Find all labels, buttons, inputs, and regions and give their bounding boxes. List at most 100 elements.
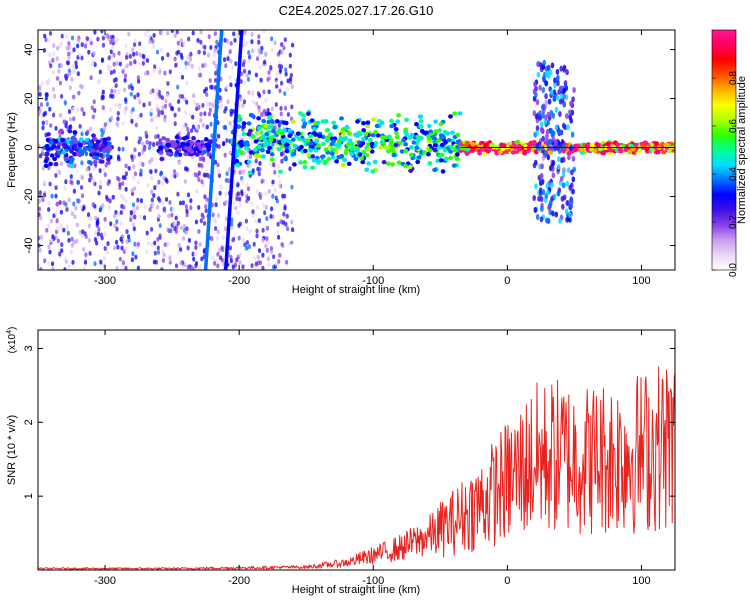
heat-cell [119,236,123,242]
heat-cell [215,235,219,241]
heat-cell [566,151,572,156]
heat-cell [66,60,70,66]
heat-cell [280,80,284,86]
heat-cell [393,127,399,132]
heat-cell [142,126,146,132]
heat-cell [124,163,128,169]
heat-cell [561,156,566,163]
heat-cell [141,162,145,167]
heat-cell [145,58,150,63]
heat-cell [143,147,147,152]
heat-cell [256,116,261,121]
heat-cell [236,191,241,197]
heat-cell [92,51,96,56]
heat-cell [115,239,119,245]
heat-cell [556,80,560,87]
heat-cell [265,248,269,253]
heat-cell [538,187,543,194]
heat-cell [185,142,191,147]
heat-cell [153,185,157,191]
heat-cell [64,123,68,129]
heat-cell [173,121,177,126]
heat-cell [246,186,251,192]
heat-cell [177,99,181,104]
heat-cell [275,74,279,80]
heat-cell [314,139,319,144]
heat-cell [47,207,51,212]
heat-cell [48,106,52,112]
heat-cell [172,169,177,174]
heat-cell [73,147,79,152]
heat-cell [549,164,553,171]
heat-cell [264,204,268,210]
heat-cell [306,111,311,117]
heat-cell [60,137,65,143]
heat-cell [200,256,204,262]
heat-cell [236,210,240,216]
heat-cell [56,76,60,81]
heat-cell [279,131,285,136]
heat-cell [263,123,269,128]
heat-cell [124,186,128,192]
heat-cell [56,226,60,232]
heat-cell [173,112,177,118]
heat-cell [188,113,192,119]
heat-cell [284,142,290,147]
heat-cell [404,117,409,123]
heat-cell [218,190,222,196]
heat-cell [228,49,232,54]
heat-cell [177,107,181,112]
heat-cell [62,119,66,125]
heat-cell [195,102,199,108]
heat-cell [366,147,372,152]
heat-cell [251,168,255,174]
heat-cell [263,210,267,216]
heat-cell [185,99,189,105]
heat-cell [80,193,85,199]
heat-cell [200,156,206,161]
heat-cell [111,194,115,200]
heat-cell [212,60,216,66]
heat-cell [257,248,262,254]
heat-cell [275,80,279,85]
heat-cell [260,45,264,51]
heat-cell [264,98,268,103]
heat-cell [194,219,198,225]
heat-cell [180,141,186,146]
heat-cell [323,159,328,164]
heat-cell [202,50,206,56]
heat-cell [109,93,113,99]
heat-cell [437,153,443,158]
heat-cell [536,71,541,78]
heat-cell [251,90,255,96]
heat-cell [532,162,537,169]
heat-cell [106,160,111,165]
heat-cell [278,88,282,94]
heat-cell [51,69,56,75]
snr-x-label: Height of straight line (km) [292,584,420,596]
heat-cell [452,111,457,116]
heat-cell [225,84,229,90]
heat-cell [244,218,248,224]
heat-cell [542,59,546,66]
heat-cell [97,227,101,232]
heat-cell [448,114,453,119]
heat-cell [248,228,252,234]
heat-cell [52,93,57,99]
heat-cell [457,111,463,116]
heat-cell [208,107,212,113]
heat-cell [277,123,281,128]
heat-cell [132,206,136,212]
heat-cell [257,39,261,45]
heat-cell [311,158,317,163]
heat-cell [261,252,265,258]
heat-cell [562,143,566,149]
heat-cell [114,102,118,108]
heat-cell [209,121,213,127]
heat-cell [379,120,385,126]
heat-cell [257,108,261,114]
heat-cell [189,51,193,57]
heat-cell [110,54,114,59]
heat-cell [157,213,161,219]
snr-y-label: SNR (10 * v/v) [6,415,18,485]
